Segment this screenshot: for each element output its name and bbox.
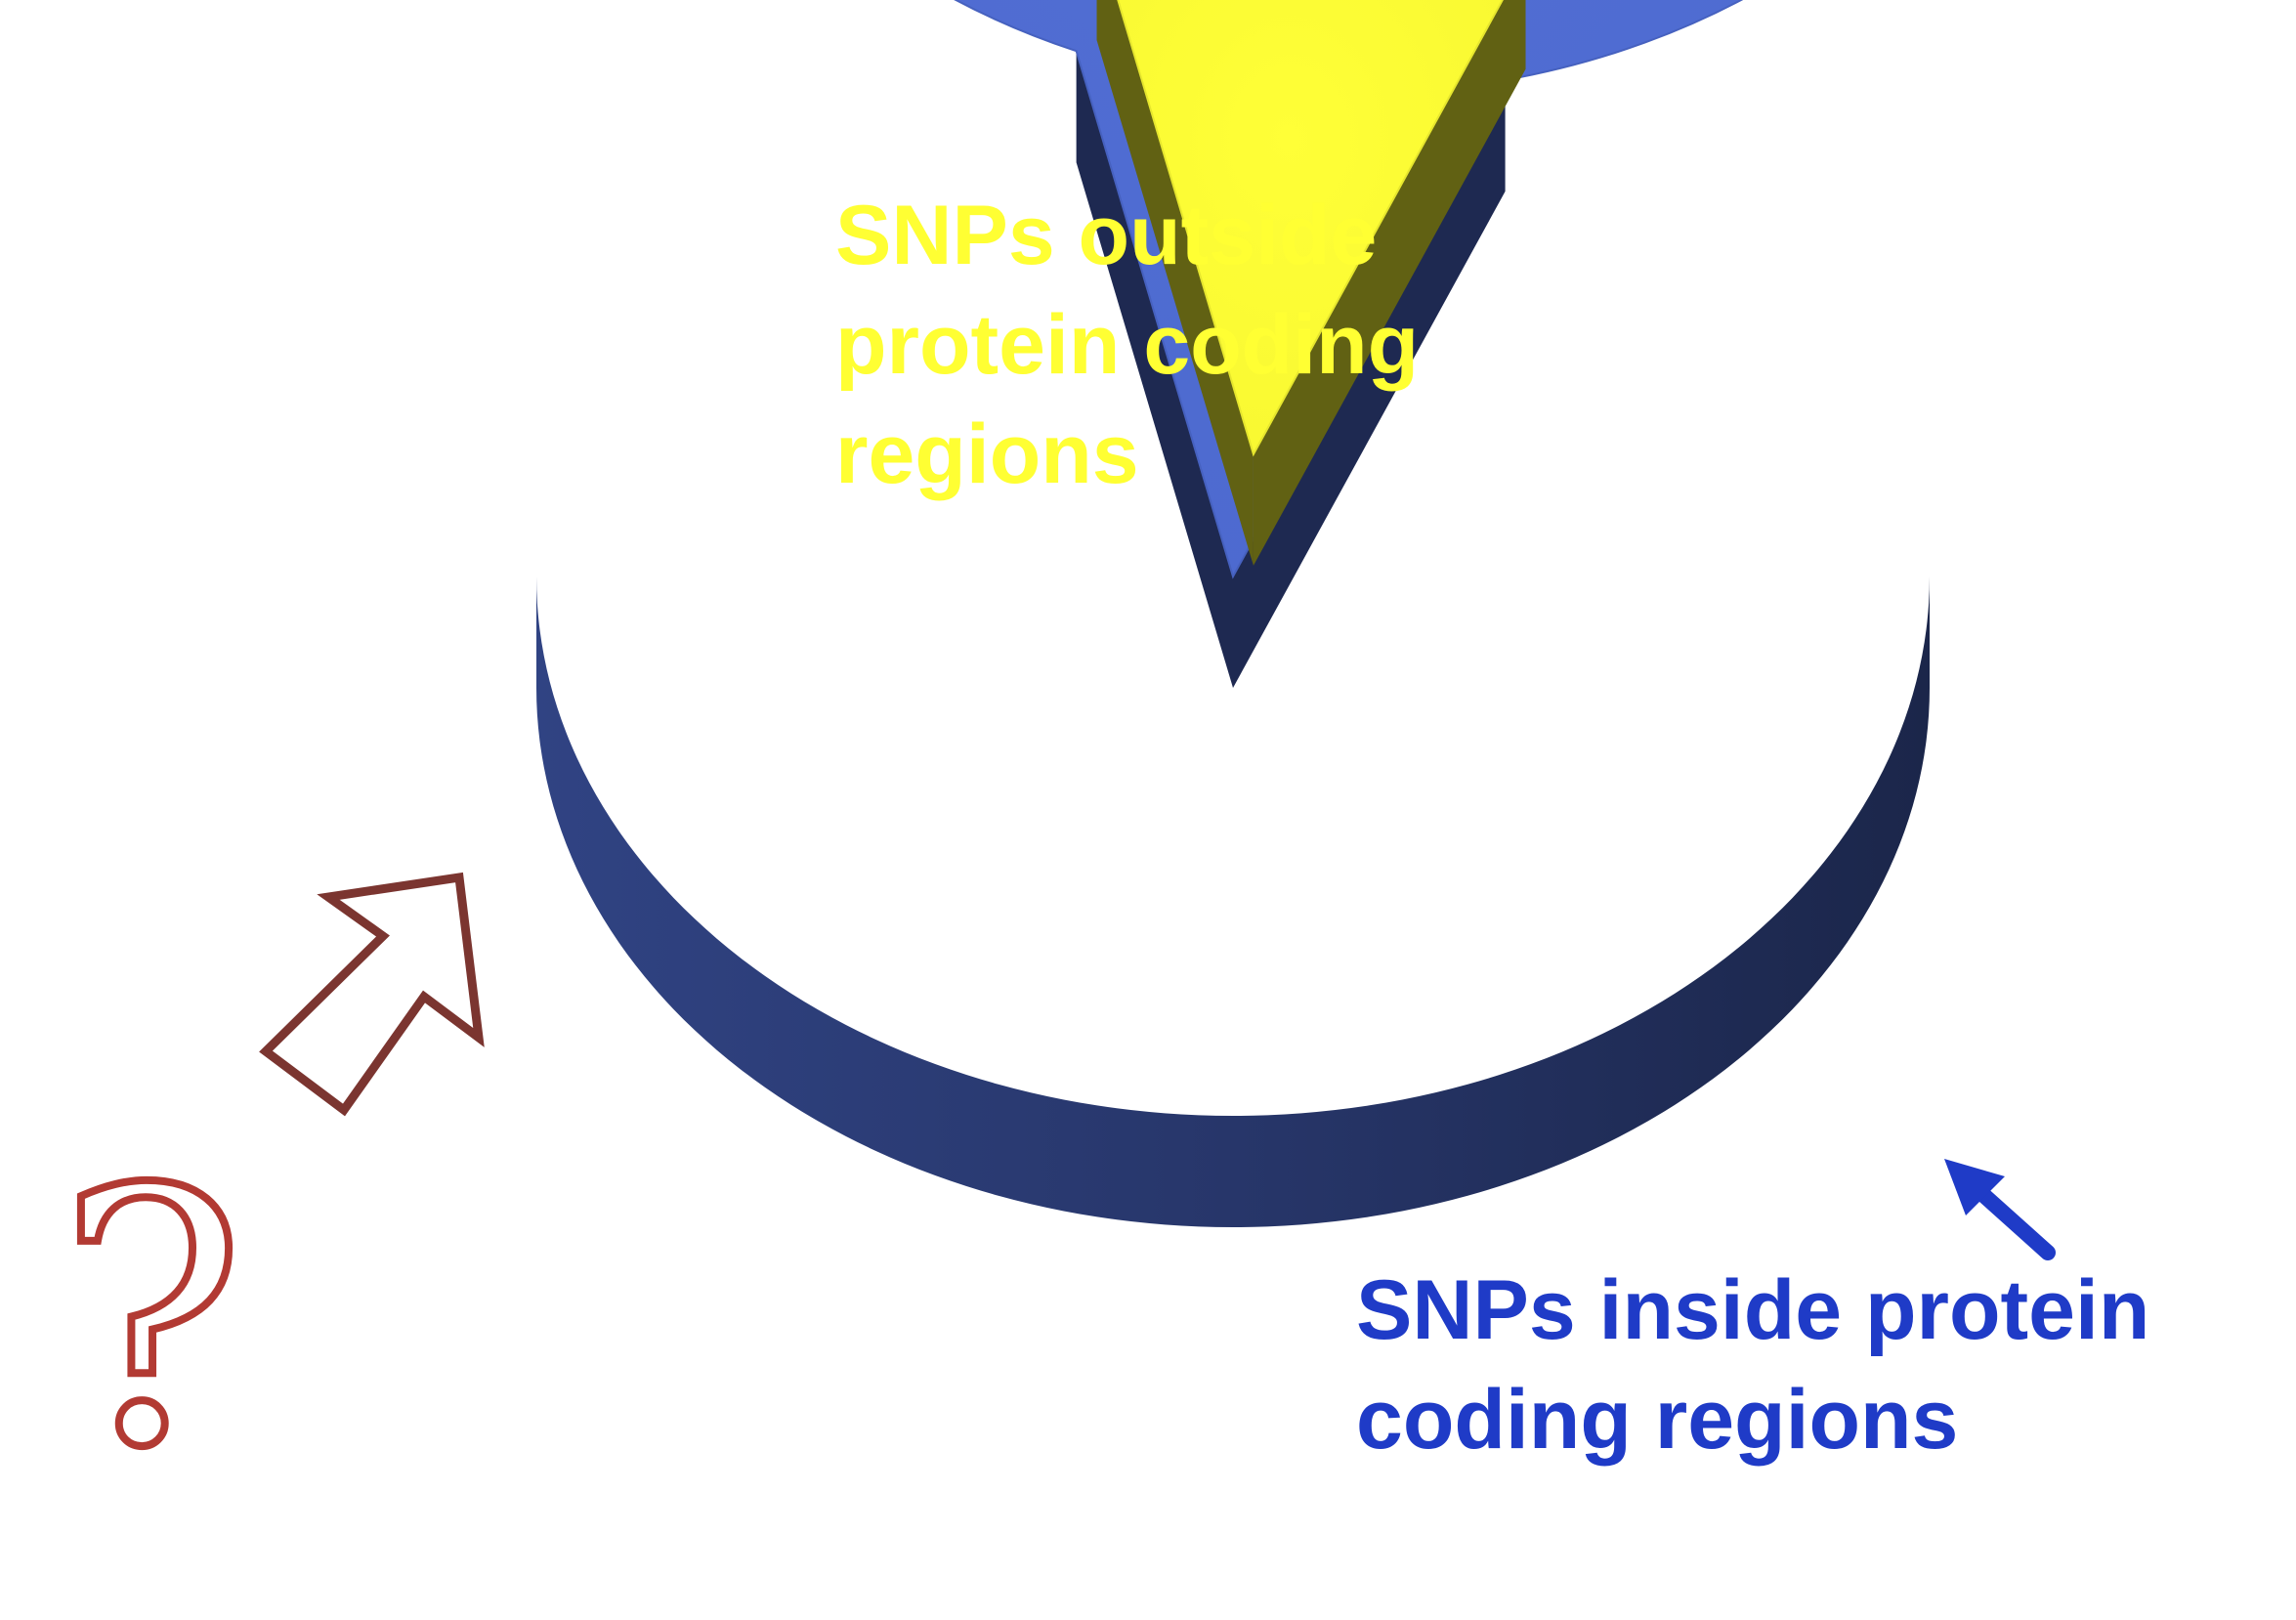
slice-label-line: protein coding [835, 298, 1419, 392]
question-mark-icon: ? [57, 1115, 245, 1524]
slice-label-outside-coding: SNPs outside protein coding regions [835, 189, 1419, 501]
slice-side-face [536, 576, 1930, 1227]
arrow-up-right-icon [1944, 1159, 2056, 1260]
slice-label-line: SNPs inside protein [1356, 1263, 2149, 1357]
slice-label-line: regions [835, 407, 1139, 501]
slice-cut-face [1233, 79, 1506, 688]
outline-arrow-up-right-icon [259, 872, 485, 1117]
pie-slice-inside-coding [1096, 0, 1526, 566]
slice-label-line: SNPs outside [835, 189, 1377, 282]
slice-label-line: coding regions [1356, 1373, 1958, 1467]
slice-cut-face [1076, 51, 1233, 689]
slice-label-inside-coding: SNPs inside protein coding regions [1356, 1263, 2149, 1467]
slice-cut-face [1253, 0, 1526, 566]
slice-cut-face [1096, 0, 1254, 566]
slice-top-face [1117, 0, 1504, 457]
